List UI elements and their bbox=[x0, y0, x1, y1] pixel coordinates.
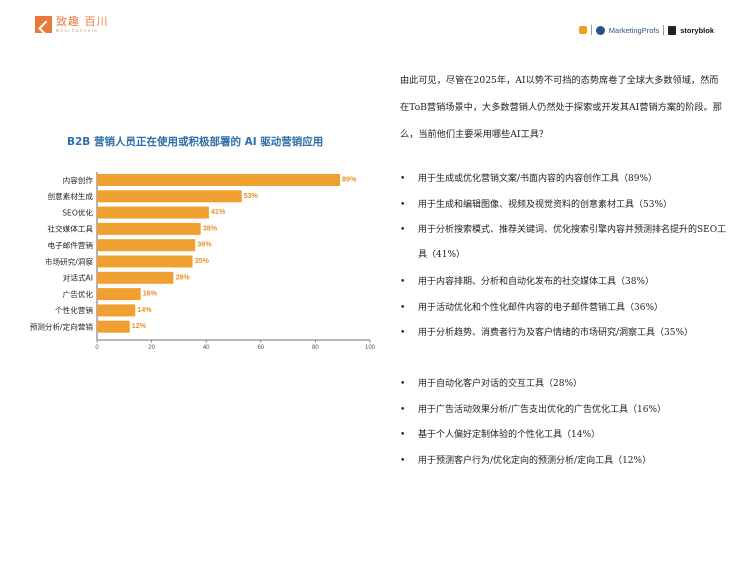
partner-divider bbox=[663, 25, 665, 35]
list-item: • 用于自动化客户对话的交互工具（28%） bbox=[400, 372, 730, 397]
bar bbox=[97, 255, 193, 268]
category-label: 对话式AI bbox=[63, 273, 93, 283]
list-item: • 用于广告活动效果分析/广告支出优化的广告优化工具（16%） bbox=[400, 398, 730, 423]
list-item-text: 用于内容排期、分析和自动化发布的社交媒体工具（38%） bbox=[418, 277, 655, 287]
brand-name-en: Beschannels bbox=[56, 28, 99, 33]
x-tick-label: 80 bbox=[312, 345, 319, 351]
x-tick-label: 0 bbox=[95, 345, 99, 351]
data-label: 35% bbox=[195, 256, 210, 265]
bar bbox=[97, 271, 174, 284]
data-label: 36% bbox=[197, 240, 212, 249]
data-label: 53% bbox=[244, 191, 259, 200]
category-label: 内容创作 bbox=[63, 175, 94, 185]
bar bbox=[97, 304, 136, 317]
bar bbox=[97, 174, 340, 186]
list-item: • 用于活动优化和个性化邮件内容的电子邮件营销工具（36%） bbox=[400, 296, 730, 321]
list-item-text: 基于个人偏好定制体验的个性化工具（14%） bbox=[418, 430, 601, 440]
bullet-icon: • bbox=[400, 430, 406, 440]
list-item-text: 用于活动优化和个性化邮件内容的电子邮件营销工具（36%） bbox=[418, 303, 664, 313]
x-tick-label: 60 bbox=[257, 345, 264, 351]
list-item-text: 用于分析趋势、消费者行为及客户情绪的市场研究/洞察工具（35%） bbox=[418, 328, 694, 338]
list-item-text: 用于预测客户行为/优化定向的预测分析/定向工具（12%） bbox=[418, 456, 652, 466]
partner-marketingprofs: MarketingProfs bbox=[608, 25, 660, 35]
bullet-icon: • bbox=[400, 277, 406, 287]
bar bbox=[97, 190, 242, 203]
storyblok-icon bbox=[668, 25, 677, 35]
data-label: 28% bbox=[175, 272, 190, 281]
list-item: • 用于分析趋势、消费者行为及客户情绪的市场研究/洞察工具（35%） bbox=[400, 321, 730, 346]
bar bbox=[97, 239, 196, 252]
bullet-icon: • bbox=[400, 379, 406, 389]
list-item-text: 用于生成或优化营销文案/书面内容的内容创作工具（89%） bbox=[418, 174, 658, 184]
bar bbox=[97, 206, 209, 219]
bullet-icon: • bbox=[400, 328, 406, 338]
brand-logo: 致趣 百川 Beschannels bbox=[35, 16, 109, 34]
list-item-text: 用于生成和编辑图像、视频及视觉资料的创意素材工具（53%） bbox=[418, 200, 673, 210]
data-label: 12% bbox=[132, 321, 147, 330]
bullet-icon: • bbox=[400, 303, 406, 313]
data-label: 38% bbox=[203, 223, 218, 232]
intro-paragraph: 由此可见，尽管在2025年，AI以势不可挡的态势席卷了全球大多数领域，然而在To… bbox=[400, 75, 722, 140]
bar-chart: 0 20 40 60 80 100 内容创作 89% 创意素材生成 53% SEO优化 41% 社交媒体… bbox=[30, 172, 376, 351]
brand-logo-icon bbox=[35, 16, 52, 34]
bar bbox=[97, 288, 141, 301]
brand-name-cn: 致趣 百川 bbox=[56, 15, 109, 28]
bullet-icon: • bbox=[400, 200, 406, 210]
data-label: 14% bbox=[137, 305, 152, 314]
bullet-icon: • bbox=[400, 174, 406, 184]
category-label: 创意素材生成 bbox=[47, 191, 93, 201]
partner-divider bbox=[590, 25, 592, 35]
category-label: 预测分析/定向营销 bbox=[30, 322, 94, 332]
list-item: • 用于生成或优化营销文案/书面内容的内容创作工具（89%） bbox=[400, 167, 730, 192]
partner-badge-icon bbox=[578, 26, 587, 34]
x-tick-label: 40 bbox=[203, 345, 210, 351]
category-label: 电子邮件营销 bbox=[47, 240, 93, 250]
bar bbox=[97, 222, 201, 235]
chart-title: B2B 营销人员正在使用或积极部署的 AI 驱动营销应用 bbox=[67, 136, 324, 148]
x-tick-label: 100 bbox=[365, 345, 376, 351]
bar bbox=[97, 320, 130, 333]
list-item: • 用于预测客户行为/优化定向的预测分析/定向工具（12%） bbox=[400, 449, 730, 474]
list-item: • 基于个人偏好定制体验的个性化工具（14%） bbox=[400, 423, 730, 448]
data-label: 89% bbox=[342, 175, 357, 184]
category-label: 市场研究/洞察 bbox=[45, 256, 94, 266]
bullet-icon: • bbox=[400, 456, 406, 466]
category-label: SEO优化 bbox=[62, 207, 93, 217]
category-label: 广告优化 bbox=[63, 289, 94, 299]
marketingprofs-icon bbox=[595, 25, 605, 35]
list-item: • 用于内容排期、分析和自动化发布的社交媒体工具（38%） bbox=[400, 270, 730, 295]
list-item-text: 用于自动化客户对话的交互工具（28%） bbox=[418, 379, 583, 389]
x-tick-label: 20 bbox=[148, 345, 155, 351]
category-label: 个性化营销 bbox=[55, 305, 93, 315]
list-item: • 用于生成和编辑图像、视频及视觉资料的创意素材工具（53%） bbox=[400, 193, 730, 218]
data-label: 41% bbox=[211, 207, 226, 216]
bullet-icon: • bbox=[400, 405, 406, 415]
bullet-icon: • bbox=[400, 225, 406, 235]
brand-logo-text: 致趣 百川 Beschannels bbox=[56, 16, 109, 34]
partner-logos: MarketingProfs storyblok bbox=[578, 25, 714, 35]
category-label: 社交媒体工具 bbox=[47, 224, 93, 234]
list-item-text: 用于分析搜索模式、推荐关键词、优化搜索引擎内容并预测排名提升的SEO工具（41%… bbox=[418, 225, 727, 260]
partner-storyblok: storyblok bbox=[680, 25, 714, 35]
list-item-text: 用于广告活动效果分析/广告支出优化的广告优化工具（16%） bbox=[418, 405, 667, 415]
data-label: 16% bbox=[143, 289, 158, 298]
list-item: • 用于分析搜索模式、推荐关键词、优化搜索引擎内容并预测排名提升的SEO工具（41… bbox=[400, 218, 730, 268]
